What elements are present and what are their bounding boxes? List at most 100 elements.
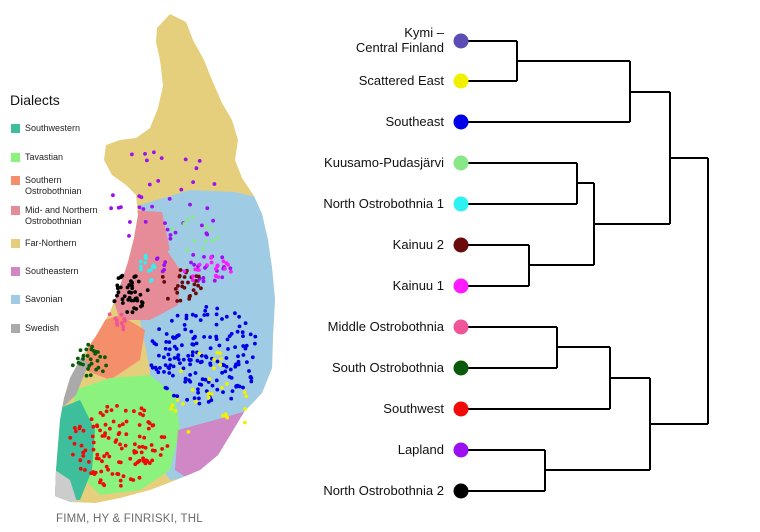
sample-dot [158, 453, 163, 457]
sample-dot [163, 363, 168, 367]
sample-dot [143, 260, 148, 265]
leaf-label: North Ostrobothnia 1 [323, 196, 444, 211]
leaf-label: South Ostrobothnia [331, 360, 444, 375]
sample-dot [242, 390, 247, 395]
sample-dot [191, 180, 196, 185]
sample-dot [198, 318, 203, 322]
sample-dot [208, 346, 213, 351]
leaf-label: Kuusamo-Pudasjärvi [324, 155, 444, 170]
sample-dot [132, 275, 137, 279]
legend-item: Far-Northern [11, 238, 107, 249]
sample-dot [241, 353, 246, 357]
sample-dot [218, 351, 223, 355]
sample-dot [224, 314, 229, 319]
sample-dot [197, 351, 202, 356]
sample-dot [193, 399, 198, 404]
sample-dot [119, 321, 124, 326]
sample-dot [143, 152, 147, 156]
sample-dot [184, 313, 189, 318]
sample-dot [154, 367, 159, 372]
sample-dot [138, 411, 143, 416]
sample-dot [121, 324, 126, 329]
sample-dot [132, 409, 136, 414]
sample-dot [182, 285, 187, 290]
sample-dot [211, 238, 215, 243]
region-southeastern [175, 410, 250, 480]
sample-dot [224, 364, 229, 369]
sample-dot [121, 327, 126, 332]
leaf-label: Southeast [385, 114, 444, 129]
sample-dot [133, 442, 137, 447]
sample-dot [85, 354, 90, 358]
legend-swatch [11, 176, 20, 185]
sample-dot [83, 448, 88, 453]
sample-dot [189, 260, 193, 265]
sample-dot [197, 159, 202, 163]
sample-dot [214, 334, 219, 339]
sample-dot [175, 299, 180, 303]
sample-dot [186, 280, 190, 285]
sample-dot [118, 442, 122, 447]
sample-dot [190, 387, 195, 392]
sample-dot [160, 447, 165, 451]
legend-swatch [11, 206, 20, 215]
sample-dot [226, 347, 230, 351]
sample-dot [119, 312, 124, 317]
sample-dot [147, 269, 151, 273]
sample-dot [190, 350, 195, 354]
sample-dot [84, 347, 89, 352]
sample-dot [221, 413, 225, 418]
sample-dot [141, 207, 146, 211]
sample-dot [81, 428, 86, 433]
sample-dot [153, 448, 157, 453]
sample-dot [215, 350, 220, 355]
sample-dot [163, 221, 167, 226]
legend-label: Far-Northern [25, 238, 77, 248]
sample-dot [220, 370, 225, 375]
sample-dot [202, 313, 207, 317]
sample-dot [183, 157, 188, 162]
sample-dot [197, 401, 202, 406]
sample-dot [253, 334, 258, 339]
sample-dot [207, 377, 212, 382]
sample-dot [176, 284, 180, 288]
sample-dot [99, 469, 104, 474]
sample-dot [127, 290, 131, 295]
sample-dot [127, 220, 132, 224]
leaf-marker [453, 237, 469, 253]
sample-dot [83, 468, 87, 472]
credit-text: FIMM, HY & FINRISKI, THL [56, 513, 203, 525]
sample-dot [151, 423, 156, 428]
sample-dot [181, 366, 186, 371]
sample-dot [196, 387, 200, 392]
sample-dot [81, 454, 86, 458]
sample-dot [173, 230, 178, 235]
sample-dot [200, 223, 204, 228]
sample-dot [79, 443, 84, 448]
sample-dot [188, 362, 193, 367]
sample-dot [179, 187, 184, 192]
sample-dot [200, 246, 205, 251]
sample-dot [114, 438, 119, 442]
sample-dot [87, 363, 92, 368]
sample-dot [188, 202, 192, 207]
sample-dot [120, 297, 125, 302]
leaf-marker [453, 319, 469, 335]
sample-dot [200, 377, 205, 382]
sample-dot [137, 434, 142, 439]
sample-dot [139, 450, 144, 455]
sample-dot [226, 262, 230, 267]
sample-dot [237, 324, 242, 329]
sample-dot [201, 276, 206, 280]
sample-dot [119, 483, 123, 488]
sample-dot [123, 408, 128, 413]
sample-dot [198, 360, 203, 365]
legend-swatch [11, 295, 20, 304]
sample-dot [84, 373, 89, 378]
sample-dot [156, 370, 161, 375]
sample-dot [72, 441, 77, 446]
sample-dot [78, 348, 83, 353]
sample-dot [103, 422, 108, 427]
sample-dot [175, 313, 180, 318]
legend-title: Dialects [10, 92, 60, 108]
